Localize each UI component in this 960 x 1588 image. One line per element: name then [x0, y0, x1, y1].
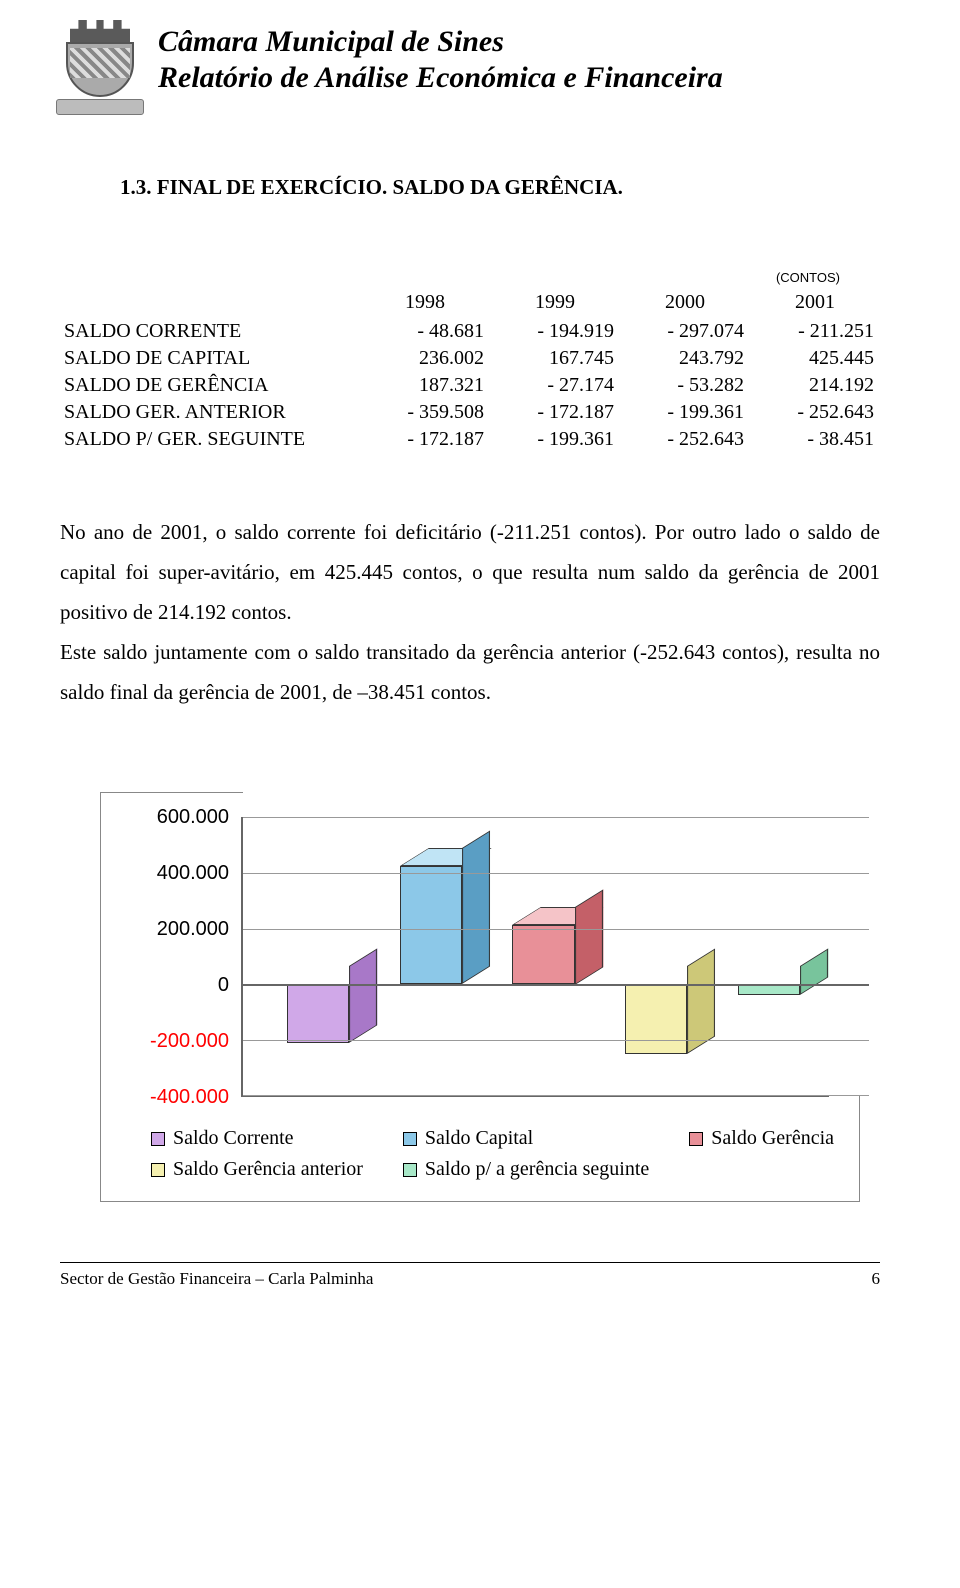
cell-value: - 199.361: [490, 426, 620, 453]
paragraph-1: No ano de 2001, o saldo corrente foi def…: [60, 513, 880, 633]
gridline: [243, 873, 869, 874]
legend-label: Saldo Gerência: [711, 1127, 834, 1150]
saldo-table: 1998 1999 2000 2001 SALDO CORRENTE- 48.6…: [60, 287, 880, 453]
row-label: SALDO GER. ANTERIOR: [60, 399, 360, 426]
cell-value: - 172.187: [360, 426, 490, 453]
gridline: [243, 929, 869, 930]
table-row: SALDO DE GERÊNCIA187.321- 27.174- 53.282…: [60, 372, 880, 399]
cell-value: - 53.282: [620, 372, 750, 399]
legend-swatch: [151, 1132, 165, 1146]
cell-value: - 194.919: [490, 318, 620, 345]
body-text: No ano de 2001, o saldo corrente foi def…: [60, 513, 880, 712]
saldo-capital-bar: [400, 866, 463, 984]
table-row: SALDO P/ GER. SEGUINTE- 172.187- 199.361…: [60, 426, 880, 453]
cell-value: 243.792: [620, 345, 750, 372]
row-label: SALDO DE GERÊNCIA: [60, 372, 360, 399]
legend-swatch: [403, 1163, 417, 1177]
table-row: SALDO GER. ANTERIOR- 359.508- 172.187- 1…: [60, 399, 880, 426]
chart-y-axis: 600.000400.000200.0000-200.000-400.000: [131, 817, 241, 1097]
legend-item: Saldo Gerência: [689, 1127, 834, 1150]
legend-label: Saldo Corrente: [173, 1127, 294, 1150]
cell-value: - 211.251: [750, 318, 880, 345]
cell-value: 167.745: [490, 345, 620, 372]
cell-value: - 359.508: [360, 399, 490, 426]
legend-swatch: [689, 1132, 703, 1146]
paragraph-2: Este saldo juntamente com o saldo transi…: [60, 633, 880, 713]
ytick-label: 400.000: [157, 863, 229, 883]
cell-value: - 297.074: [620, 318, 750, 345]
col-year-3: 2001: [750, 287, 880, 318]
footer-page-number: 6: [872, 1269, 881, 1289]
legend-item: Saldo Gerência anterior: [151, 1158, 363, 1181]
table-row: SALDO CORRENTE- 48.681- 194.919- 297.074…: [60, 318, 880, 345]
ytick-label: 0: [218, 975, 229, 995]
legend-item: Saldo p/ a gerência seguinte: [403, 1158, 649, 1181]
cell-value: - 27.174: [490, 372, 620, 399]
cell-value: - 38.451: [750, 426, 880, 453]
gridline: [243, 1040, 869, 1041]
gridline: [243, 817, 869, 818]
col-year-1: 1999: [490, 287, 620, 318]
page-footer: Sector de Gestão Financeira – Carla Palm…: [60, 1262, 880, 1289]
cell-value: 187.321: [360, 372, 490, 399]
cell-value: 425.445: [750, 345, 880, 372]
section-title: 1.3. FINAL DE EXERCÍCIO. SALDO DA GERÊNC…: [120, 175, 880, 200]
chart-plot: [241, 817, 829, 1097]
saldo-gerencia-anterior-bar: [625, 984, 688, 1054]
ytick-label: 600.000: [157, 807, 229, 827]
col-year-2: 2000: [620, 287, 750, 318]
ytick-label: -200.000: [150, 1031, 229, 1051]
page-header: Câmara Municipal de Sines Relatório de A…: [60, 20, 880, 115]
row-label: SALDO CORRENTE: [60, 318, 360, 345]
cell-value: - 172.187: [490, 399, 620, 426]
cell-value: - 252.643: [750, 399, 880, 426]
saldo-gerencia-bar: [512, 925, 575, 985]
footer-left: Sector de Gestão Financeira – Carla Palm…: [60, 1269, 373, 1289]
cell-value: - 48.681: [360, 318, 490, 345]
legend-swatch: [151, 1163, 165, 1177]
header-report-title: Relatório de Análise Económica e Finance…: [158, 60, 723, 96]
cell-value: - 199.361: [620, 399, 750, 426]
col-year-0: 1998: [360, 287, 490, 318]
saldo-corrente-bar: [287, 984, 350, 1043]
cell-value: - 252.643: [620, 426, 750, 453]
gridline: [243, 1095, 869, 1096]
legend-label: Saldo Capital: [425, 1127, 533, 1150]
table-unit-label: (CONTOS): [60, 270, 840, 285]
row-label: SALDO P/ GER. SEGUINTE: [60, 426, 360, 453]
header-org: Câmara Municipal de Sines: [158, 24, 723, 60]
legend-item: Saldo Capital: [403, 1127, 649, 1150]
chart-container: 600.000 400.000 200.000 0 -200.000 -400.000 S…: [100, 792, 860, 1202]
table-row: SALDO DE CAPITAL236.002167.745243.792425…: [60, 345, 880, 372]
municipal-crest-icon: [60, 20, 140, 115]
legend-item: Saldo Corrente: [151, 1127, 363, 1150]
chart-legend: Saldo Corrente Saldo Capital Saldo Gerênci…: [151, 1127, 829, 1181]
cell-value: 214.192: [750, 372, 880, 399]
ytick-label: 200.000: [157, 919, 229, 939]
legend-label: Saldo Gerência anterior: [173, 1158, 363, 1181]
legend-label: Saldo p/ a gerência seguinte: [425, 1158, 649, 1181]
legend-swatch: [403, 1132, 417, 1146]
row-label: SALDO DE CAPITAL: [60, 345, 360, 372]
cell-value: 236.002: [360, 345, 490, 372]
ytick-label: -400.000: [150, 1087, 229, 1107]
